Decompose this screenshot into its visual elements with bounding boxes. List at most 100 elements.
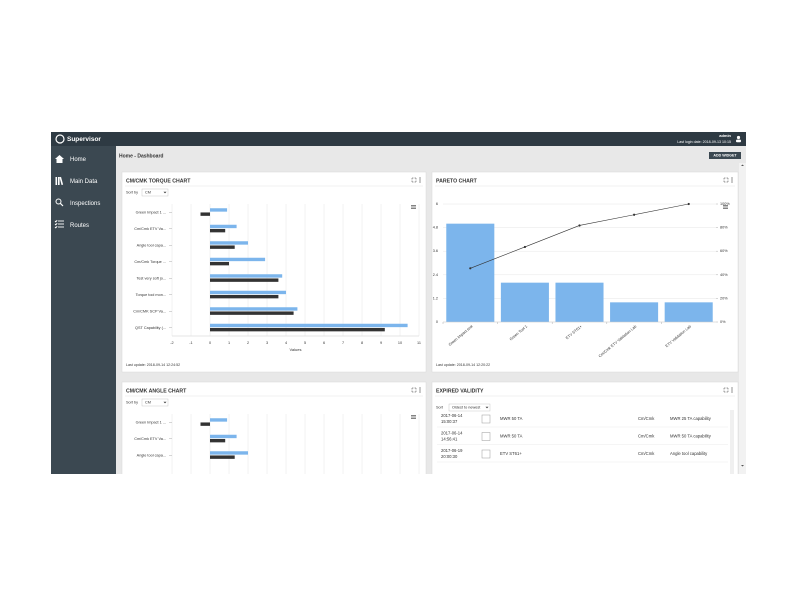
widget-title: CM/CMK ANGLE CHART: [126, 388, 187, 394]
widget: [431, 381, 739, 474]
x-tick-label: 9: [380, 341, 382, 345]
expand-icon[interactable]: [411, 387, 417, 393]
x-tick-label: 2: [247, 551, 249, 555]
add-widget-button[interactable]: [709, 152, 741, 159]
bar: [210, 438, 226, 443]
select-caret[interactable]: [163, 191, 167, 194]
row-tool[interactable]: MWR 50 TA: [500, 416, 523, 421]
pareto-point: [687, 202, 690, 206]
bar: [200, 212, 210, 216]
sort-value[interactable]: Oldest to newest: [452, 406, 481, 410]
y-tick-label: Torque tool mon...: [136, 293, 166, 297]
sort-label: Sort by: [126, 191, 138, 195]
pareto-point: [578, 224, 581, 227]
nav-item[interactable]: Main Data: [70, 179, 98, 185]
x-tick-label: -1: [189, 341, 192, 345]
options-icon[interactable]: [419, 391, 421, 393]
expand-icon[interactable]: [723, 387, 729, 393]
x-tick-label: -1: [189, 551, 192, 555]
row-inspection[interactable]: MWR 25 TA capability: [670, 416, 712, 421]
x-tick-label: 7: [342, 341, 344, 345]
chart-menu-icon[interactable]: [723, 208, 728, 209]
last-update: Last update: 2018-09-14 12:20:22: [436, 363, 490, 367]
row-time: 20:00:30: [441, 454, 458, 459]
options-icon[interactable]: [419, 177, 421, 179]
user-icon[interactable]: [736, 135, 741, 143]
list-scrollbar[interactable]: [730, 410, 734, 474]
x-tick-label: 1: [228, 551, 230, 555]
chart-menu-icon[interactable]: [411, 418, 416, 419]
chart-menu-icon[interactable]: [411, 206, 416, 208]
document-icon: [481, 432, 491, 441]
bar: [500, 282, 549, 322]
y-tick-label: 3.6: [433, 249, 438, 253]
x-tick-label: -2: [170, 341, 173, 345]
options-icon[interactable]: [419, 181, 421, 183]
user-name[interactable]: admin: [719, 133, 731, 138]
home-icon: [55, 155, 64, 163]
y-tick-label: Green Impact 1 ...: [136, 210, 166, 214]
nav-item[interactable]: Home: [70, 157, 87, 163]
row-type: Cm/Cmk: [638, 434, 655, 439]
options-icon[interactable]: [731, 179, 733, 181]
sort-select[interactable]: [141, 188, 169, 197]
scrollbar[interactable]: [739, 163, 746, 474]
options-icon[interactable]: [731, 389, 733, 391]
x-tick-label: 10: [398, 341, 402, 345]
bar: [446, 223, 495, 322]
y2-tick-label: 60%: [720, 249, 728, 253]
row-inspection[interactable]: Angle tool capability: [670, 451, 708, 456]
options-icon[interactable]: [731, 177, 733, 179]
options-icon[interactable]: [731, 387, 733, 389]
sort-select[interactable]: [141, 398, 169, 407]
nav-item[interactable]: Inspections: [70, 201, 100, 207]
plot-area: [172, 414, 419, 474]
options-icon[interactable]: [731, 181, 733, 183]
sort-value[interactable]: CM: [145, 401, 151, 405]
select-caret[interactable]: [485, 406, 489, 409]
row-tool[interactable]: ETV ST61+: [500, 451, 522, 456]
row-date: 2017-06-14: [441, 413, 463, 418]
chart-menu-icon[interactable]: [411, 208, 416, 209]
y-tick-label: Cm/Cmk Torque ...: [134, 260, 166, 264]
row-inspection[interactable]: MWR 50 TA capability: [670, 434, 712, 439]
x-tick-label: 4: [285, 341, 287, 345]
bar: [210, 451, 248, 455]
y-tick-label: Cm/Cmk ETV Va...: [134, 437, 166, 441]
bar: [210, 278, 279, 282]
sort-select[interactable]: [448, 403, 491, 412]
row-time: 14:56:41: [441, 437, 458, 442]
expand-icon[interactable]: [723, 177, 729, 183]
bar: [200, 422, 210, 426]
select-caret[interactable]: [163, 401, 167, 404]
x-tick-label: 5: [304, 341, 306, 345]
options-icon[interactable]: [419, 387, 421, 389]
sort-value[interactable]: CM: [145, 191, 151, 195]
logo: [55, 134, 65, 144]
x-tick-label: 11: [417, 341, 421, 345]
chart-menu-icon[interactable]: [723, 205, 728, 206]
chart-menu-icon[interactable]: [411, 415, 416, 416]
options-icon[interactable]: [731, 391, 733, 393]
bar: [664, 302, 713, 322]
options-icon[interactable]: [419, 179, 421, 181]
add-widget-label[interactable]: ADD WIDGET: [713, 154, 737, 158]
chart-menu-icon[interactable]: [723, 206, 728, 208]
bar: [210, 228, 226, 233]
bar: [210, 434, 237, 439]
bar: [555, 282, 604, 322]
sidebar: [51, 146, 116, 474]
bar: [210, 274, 283, 278]
widget-title: CM/CMK TORQUE CHART: [126, 178, 191, 184]
chart-menu-icon[interactable]: [411, 205, 416, 206]
row-tool[interactable]: MWR 50 TA: [500, 434, 523, 439]
routes-icon: [54, 219, 64, 229]
expand-icon[interactable]: [411, 177, 417, 183]
nav-item[interactable]: Routes: [70, 223, 89, 229]
bar: [610, 302, 659, 322]
sort-label: Sort by: [126, 401, 138, 405]
options-icon[interactable]: [419, 389, 421, 391]
bar: [210, 257, 266, 262]
chart-menu-icon[interactable]: [411, 416, 416, 418]
pareto-point: [523, 245, 527, 249]
